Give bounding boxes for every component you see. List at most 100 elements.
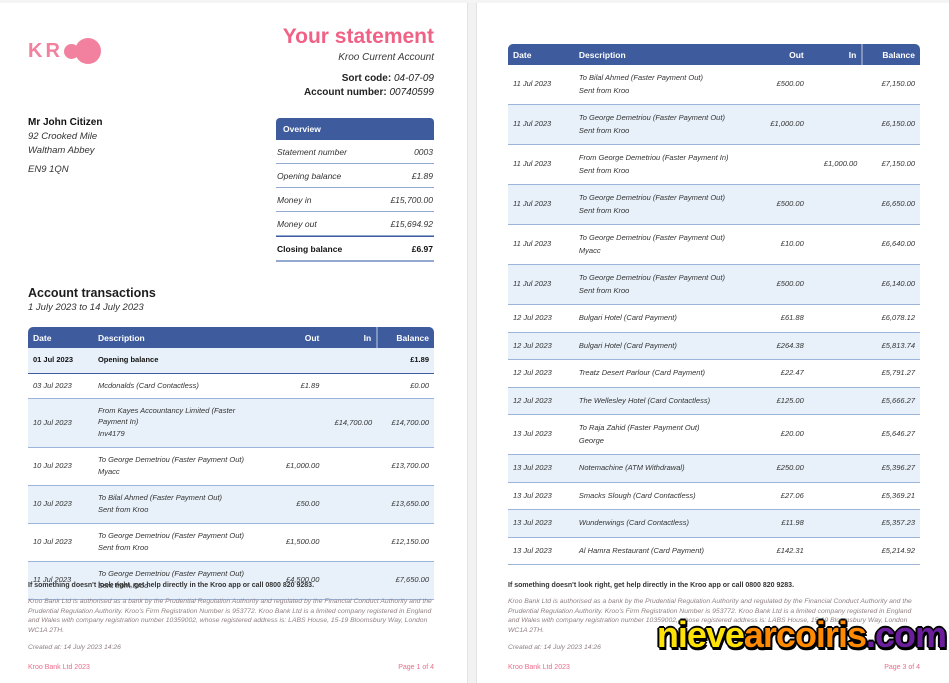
tx-balance: £5,396.27 (881, 463, 915, 472)
tx-date: 10 Jul 2023 (33, 417, 72, 427)
tx-out: £125.00 (776, 395, 804, 405)
tx-description: To George Demetriou (Faster Payment Out) (578, 193, 725, 202)
overview-label: Money out (277, 218, 317, 229)
transactions-section: Account transactions 1 July 2023 to 14 J… (28, 286, 434, 600)
transactions-heading: Account transactions (28, 286, 156, 300)
transactions-period: 1 July 2023 to 14 July 2023 (28, 302, 144, 313)
table-row: 13 Jul 2023 Al Hamra Restaurant (Card Pa… (508, 537, 920, 565)
overview-row-closing-balance: Closing balance £6.97 (276, 236, 434, 262)
table-row: 12 Jul 2023 Treatz Desert Parlour (Card … (508, 359, 920, 388)
tx-date-cell: 13 Jul 2023 (508, 509, 574, 538)
tx-description-cell: To George Demetriou (Faster Payment Out)… (573, 224, 747, 265)
watermark-part-2: arcoiris (743, 614, 867, 655)
tx-out-cell: £11.98 (746, 509, 809, 538)
tx-balance: £6,078.12 (881, 313, 915, 322)
tx-balance-cell: £5,813.74 (862, 332, 920, 360)
tx-date: 12 Jul 2023 (513, 340, 552, 350)
tx-date: 13 Jul 2023 (513, 518, 552, 527)
tx-out-cell: £1,000.00 (746, 104, 809, 145)
tx-balance-cell: £7,150.00 (862, 65, 920, 105)
tx-description: Opening balance (97, 355, 159, 364)
tx-date-cell: 11 Jul 2023 (508, 104, 574, 145)
tx-balance-cell: £13,700.00 (377, 447, 434, 486)
tx-out: £250.00 (776, 463, 804, 472)
tx-description: Smacks Slough (Card Contactless) (578, 490, 696, 500)
tx-date: 11 Jul 2023 (513, 119, 552, 129)
tx-date-cell: 11 Jul 2023 (508, 184, 574, 225)
tx-description-cell: Treatz Desert Parlour (Card Payment) (573, 359, 747, 388)
statement-page-2: Date Description Out In Balance 11 Jul 2… (477, 3, 949, 683)
tx-out-cell (746, 144, 809, 185)
footer-help-text: If something doesn't look right, get hel… (28, 582, 315, 589)
tx-in-cell (808, 359, 863, 388)
tx-description: Al Hamra Restaurant (Card Payment) (578, 545, 704, 555)
tx-description: To George Demetriou (Faster Payment Out) (578, 233, 725, 242)
tx-description-cell: To George Demetriou (Faster Payment Out)… (92, 523, 264, 562)
tx-date-cell: 13 Jul 2023 (508, 537, 574, 565)
table-row: 11 Jul 2023 To George Demetriou (Faster … (508, 184, 920, 225)
table-row: 10 Jul 2023 To Bilal Ahmed (Faster Payme… (28, 485, 434, 524)
tx-description-sub: Sent from Kroo (97, 543, 149, 552)
tx-description: From Kayes Accountancy Limited (Faster P… (97, 406, 236, 426)
tx-in-cell (324, 447, 378, 486)
overview-card: Overview Statement number 0003 Opening b… (276, 118, 434, 262)
tx-out-cell: £20.00 (746, 414, 809, 455)
table-row: 11 Jul 2023 To George Demetriou (Faster … (28, 561, 434, 600)
tx-out: £500.00 (776, 279, 804, 289)
header-description: Description (92, 327, 264, 348)
tx-description-cell: Notemachine (ATM Withdrawal) (573, 454, 747, 483)
tx-out: £1,000.00 (286, 460, 320, 470)
tx-out-cell: £500.00 (746, 264, 809, 305)
tx-balance: £13,700.00 (391, 460, 429, 470)
tx-description-cell: The Wellesley Hotel (Card Contactless) (573, 387, 747, 415)
tx-balance-cell: £12,150.00 (377, 523, 434, 562)
tx-in-cell (808, 509, 863, 538)
tx-date-cell: 12 Jul 2023 (508, 304, 574, 333)
tx-in-cell: £1,000.00 (808, 144, 863, 185)
header-in: In (808, 44, 863, 65)
overview-value: £15,700.00 (390, 194, 433, 205)
tx-balance: £5,646.27 (881, 429, 915, 439)
tx-date-cell: 11 Jul 2023 (508, 264, 574, 305)
page-gutter (467, 3, 477, 683)
tx-in-cell: £14,700.00 (324, 398, 378, 448)
tx-in-cell (808, 224, 863, 265)
header-balance: Balance (376, 327, 434, 348)
tx-balance-cell: £5,214.92 (862, 537, 920, 565)
header-description: Description (573, 44, 747, 65)
overview-label: Statement number (277, 146, 347, 157)
tx-description-cell: From George Demetriou (Faster Payment In… (573, 144, 747, 185)
tx-balance: £6,640.00 (881, 239, 915, 249)
tx-in: £1,000.00 (823, 159, 858, 169)
tx-date: 11 Jul 2023 (513, 279, 552, 289)
table-row: 13 Jul 2023 Wunderwings (Card Contactles… (508, 509, 920, 538)
tx-description-cell: Bulgari Hotel (Card Payment) (573, 332, 747, 360)
tx-date-cell: 12 Jul 2023 (508, 387, 574, 415)
footer-brand: Kroo Bank Ltd 2023 (508, 664, 570, 671)
tx-date: 13 Jul 2023 (513, 545, 552, 555)
tx-date-cell: 13 Jul 2023 (508, 454, 574, 483)
address-overview-row: Mr John Citizen 92 Crooked Mile Waltham … (28, 116, 434, 262)
table-row: 11 Jul 2023 To George Demetriou (Faster … (508, 224, 920, 265)
tx-balance: £0.00 (410, 380, 429, 390)
tx-in-cell (808, 537, 863, 565)
tx-date-cell: 10 Jul 2023 (28, 523, 93, 562)
tx-description: From George Demetriou (Faster Payment In… (578, 153, 729, 162)
tx-out-cell: £1.89 (263, 373, 325, 399)
footer-help-text: If something doesn't look right, get hel… (508, 582, 795, 589)
tx-out-cell: £4,500.00 (263, 561, 325, 600)
watermark-part-1: nieve (656, 614, 745, 655)
table-row: 10 Jul 2023 To George Demetriou (Faster … (28, 523, 434, 562)
kroo-logo: KR (28, 37, 104, 65)
tx-out-cell: £142.31 (746, 537, 809, 565)
table-row: 01 Jul 2023 Opening balance £1.89 (28, 348, 434, 374)
footer-page-number: Page 1 of 4 (398, 664, 434, 671)
tx-balance-cell: £7,650.00 (377, 561, 434, 600)
tx-date-cell: 10 Jul 2023 (28, 398, 93, 448)
tx-balance-cell: £14,700.00 (377, 398, 434, 448)
tx-date-cell: 03 Jul 2023 (28, 373, 93, 399)
page-footer: If something doesn't look right, get hel… (508, 582, 920, 671)
footer-bottom-row: Kroo Bank Ltd 2023 Page 1 of 4 (28, 664, 434, 671)
tx-balance: £12,150.00 (391, 536, 429, 546)
tx-in-cell (808, 454, 863, 483)
